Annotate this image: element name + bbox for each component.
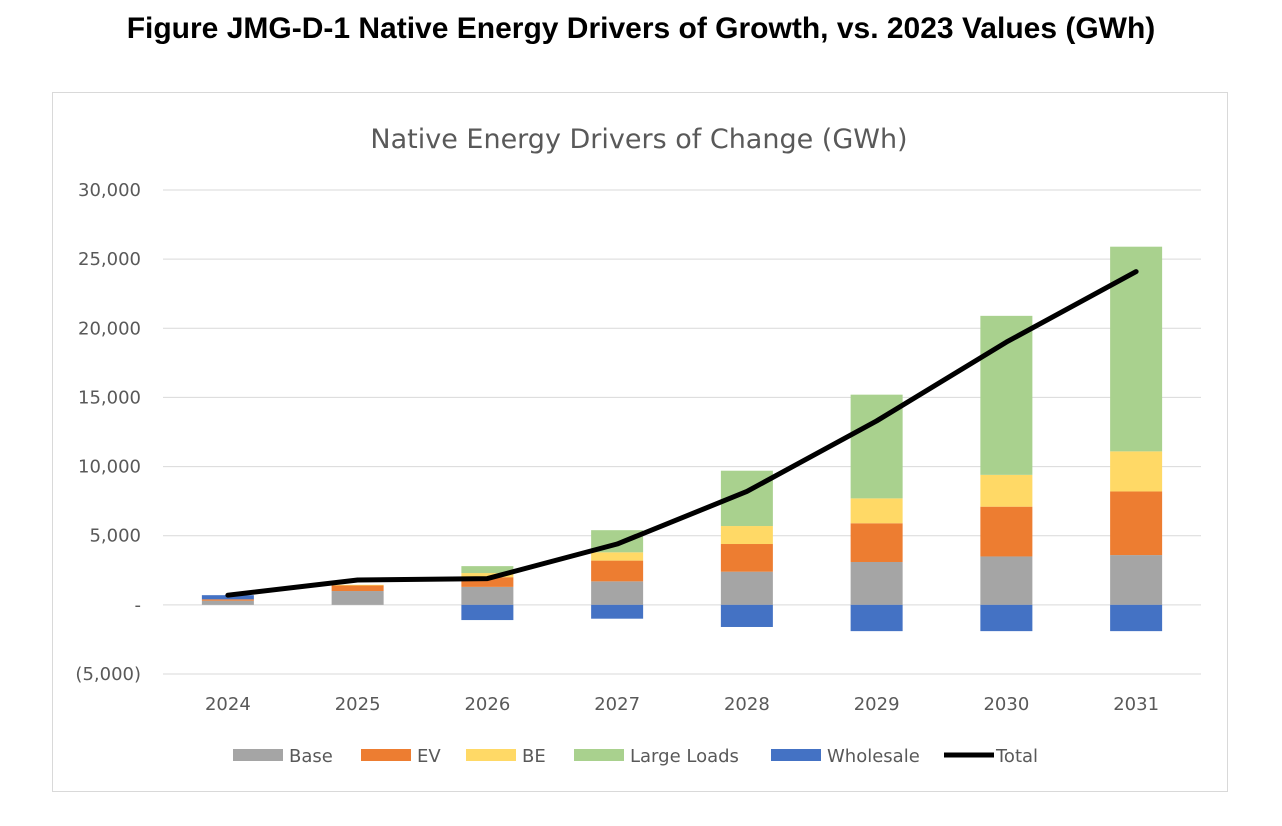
bar-base-2027 <box>591 581 644 605</box>
y-tick-label-7: 30,000 <box>78 180 141 201</box>
chart-title: Native Energy Drivers of Change (GWh) <box>370 124 907 155</box>
bar-be-2029 <box>850 498 903 524</box>
bar-ev-2031 <box>1110 491 1163 556</box>
x-tick-label-2025: 2025 <box>335 694 381 715</box>
total-line-layer <box>225 269 1139 598</box>
bar-wholesale-2030 <box>980 604 1033 632</box>
x-tick-label-2029: 2029 <box>854 694 900 715</box>
bar-be-2030 <box>980 474 1033 507</box>
bar-wholesale-2031 <box>1110 604 1163 632</box>
bar-ev-2030 <box>980 506 1033 557</box>
x-tick-label-2031: 2031 <box>1113 694 1159 715</box>
legend-label-total: Total <box>995 746 1038 767</box>
figure-title: Figure JMG-D-1 Native Energy Drivers of … <box>126 12 1156 45</box>
legend-swatch-base <box>233 749 283 761</box>
bar-be-2031 <box>1110 451 1163 492</box>
bar-wholesale-2026 <box>461 604 514 621</box>
bar-be-2026 <box>461 573 514 578</box>
bar-be-2025 <box>331 584 384 586</box>
legend-label-base: Base <box>289 746 333 767</box>
x-tick-label-2030: 2030 <box>983 694 1029 715</box>
legend-swatch-be <box>466 749 516 761</box>
bar-base-2030 <box>980 556 1033 605</box>
legend-label-be: BE <box>522 746 546 767</box>
legend-swatch-large-loads <box>574 749 624 761</box>
bar-base-2029 <box>850 561 903 605</box>
y-tick-label-6: 25,000 <box>78 249 141 270</box>
line-total <box>225 269 1139 598</box>
bar-ev-2025 <box>331 585 384 592</box>
bar-base-2025 <box>331 591 384 605</box>
bar-wholesale-2027 <box>591 604 644 619</box>
legend-swatch-wholesale <box>771 749 821 761</box>
y-tick-label-2: 5,000 <box>89 526 141 547</box>
bars <box>201 246 1163 632</box>
bar-ev-2026 <box>461 577 514 587</box>
y-tick-label-5: 20,000 <box>78 318 141 339</box>
legend-swatch-ev <box>361 749 411 761</box>
x-tick-label-2027: 2027 <box>594 694 640 715</box>
y-tick-label-0: (5,000) <box>75 664 141 685</box>
chart-frame: Native Energy Drivers of Change (GWh) (5… <box>52 92 1228 792</box>
x-tick-label-2028: 2028 <box>724 694 770 715</box>
bar-base-2024 <box>201 600 254 605</box>
legend-label-large-loads: Large Loads <box>630 746 739 767</box>
bar-be-2027 <box>591 552 644 561</box>
legend: Base EV BE Large Loads Wholesale Total <box>233 746 1038 767</box>
bar-ev-2029 <box>850 523 903 562</box>
legend-label-ev: EV <box>417 746 441 767</box>
y-tick-label-1: - <box>135 595 142 616</box>
x-tick-label-2026: 2026 <box>464 694 510 715</box>
bar-base-2026 <box>461 586 514 605</box>
x-axis-tick-labels: 2024 2025 2026 2027 2028 2029 2030 2031 <box>205 694 1159 715</box>
bar-wholesale-2028 <box>720 604 773 627</box>
bar-large-loads-2026 <box>461 566 514 574</box>
bar-base-2031 <box>1110 555 1163 605</box>
bar-base-2028 <box>720 571 773 605</box>
native-energy-chart: Native Energy Drivers of Change (GWh) (5… <box>75 124 1201 767</box>
legend-label-wholesale: Wholesale <box>827 746 920 767</box>
bar-ev-2027 <box>591 560 644 582</box>
y-axis-tick-labels: (5,000) - 5,000 10,000 15,000 20,000 25,000 30,… <box>75 180 141 685</box>
bar-ev-2028 <box>720 544 773 572</box>
x-tick-label-2024: 2024 <box>205 694 251 715</box>
bar-wholesale-2029 <box>850 604 903 632</box>
gridlines <box>163 189 1201 675</box>
bar-be-2028 <box>720 526 773 545</box>
y-tick-label-3: 10,000 <box>78 457 141 478</box>
bar-ev-2024 <box>201 599 254 601</box>
bar-large-loads-2031 <box>1110 246 1163 452</box>
y-tick-label-4: 15,000 <box>78 387 141 408</box>
